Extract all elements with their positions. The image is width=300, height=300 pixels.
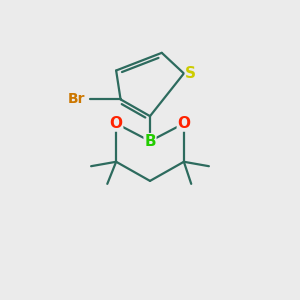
Text: O: O: [177, 116, 190, 131]
Text: O: O: [110, 116, 123, 131]
Text: Br: Br: [68, 92, 85, 106]
Text: B: B: [144, 134, 156, 149]
Text: S: S: [185, 66, 196, 81]
